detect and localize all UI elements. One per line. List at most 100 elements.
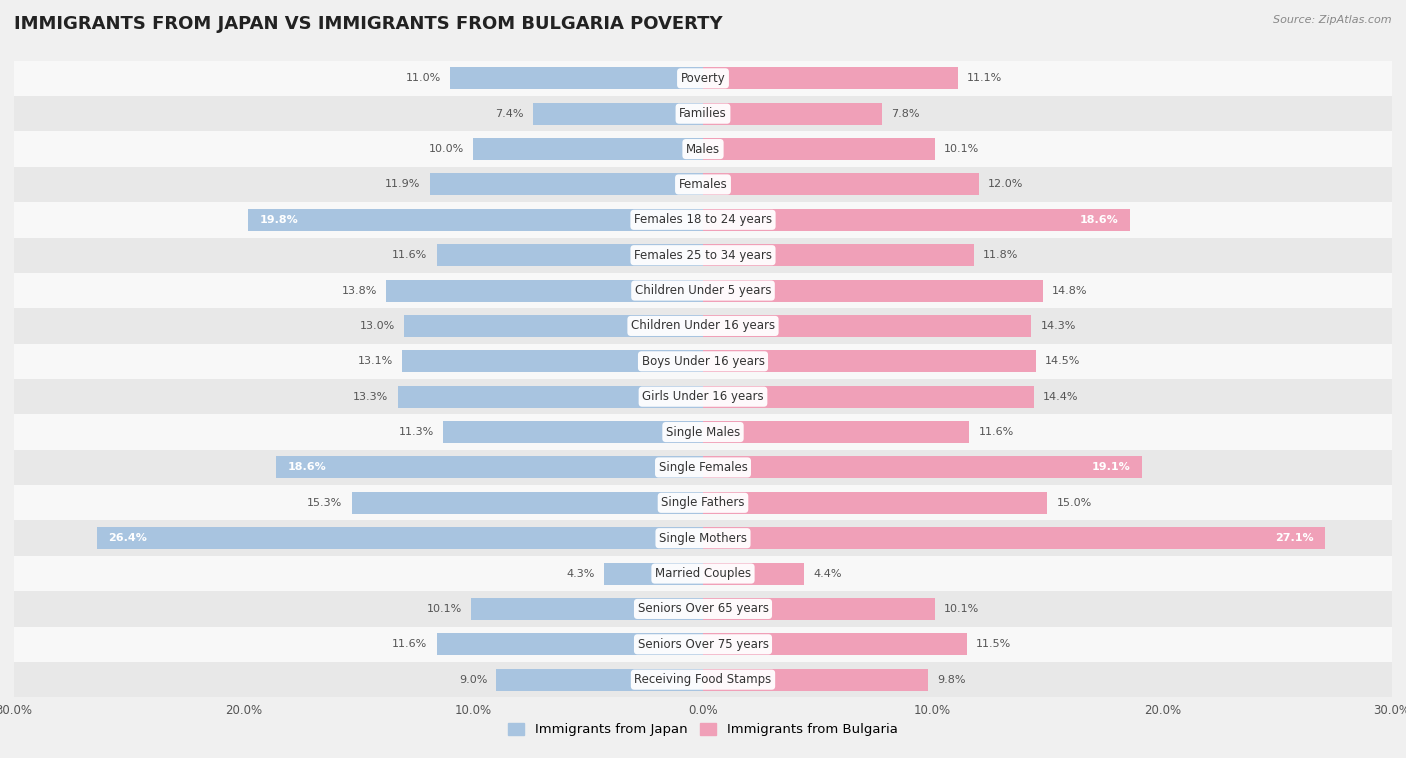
Text: 11.3%: 11.3% xyxy=(399,427,434,437)
Text: 13.1%: 13.1% xyxy=(357,356,392,366)
Bar xyxy=(703,492,1047,514)
Text: 11.6%: 11.6% xyxy=(392,250,427,260)
Text: Single Mothers: Single Mothers xyxy=(659,531,747,545)
Bar xyxy=(14,237,1392,273)
Bar xyxy=(437,244,703,266)
Text: 14.5%: 14.5% xyxy=(1045,356,1081,366)
Text: 4.3%: 4.3% xyxy=(567,568,595,578)
Bar xyxy=(276,456,703,478)
Text: 11.6%: 11.6% xyxy=(979,427,1014,437)
Text: Children Under 5 years: Children Under 5 years xyxy=(634,284,772,297)
Text: 14.8%: 14.8% xyxy=(1052,286,1088,296)
Bar xyxy=(14,309,1392,343)
Bar xyxy=(474,138,703,160)
Text: Boys Under 16 years: Boys Under 16 years xyxy=(641,355,765,368)
Bar xyxy=(14,662,1392,697)
Bar xyxy=(14,556,1392,591)
Text: 7.8%: 7.8% xyxy=(891,108,920,119)
Text: 13.3%: 13.3% xyxy=(353,392,388,402)
Text: 15.0%: 15.0% xyxy=(1057,498,1092,508)
Bar xyxy=(703,280,1043,302)
Text: Children Under 16 years: Children Under 16 years xyxy=(631,319,775,333)
Text: 13.0%: 13.0% xyxy=(360,321,395,331)
Text: 27.1%: 27.1% xyxy=(1275,533,1313,543)
Bar xyxy=(703,634,967,655)
Bar xyxy=(703,209,1130,230)
Bar xyxy=(14,415,1392,449)
Bar xyxy=(496,669,703,691)
Bar xyxy=(405,315,703,337)
Text: 11.1%: 11.1% xyxy=(967,74,1002,83)
Bar xyxy=(97,528,703,549)
Text: 11.0%: 11.0% xyxy=(406,74,441,83)
Bar xyxy=(443,421,703,443)
Text: Females 25 to 34 years: Females 25 to 34 years xyxy=(634,249,772,262)
Bar xyxy=(249,209,703,230)
Bar xyxy=(471,598,703,620)
Bar xyxy=(387,280,703,302)
Bar xyxy=(14,343,1392,379)
Bar xyxy=(14,273,1392,309)
Bar xyxy=(437,634,703,655)
Bar xyxy=(450,67,703,89)
Text: 14.3%: 14.3% xyxy=(1040,321,1076,331)
Text: 9.0%: 9.0% xyxy=(458,675,486,684)
Bar xyxy=(14,521,1392,556)
Text: 10.1%: 10.1% xyxy=(426,604,461,614)
Bar xyxy=(14,96,1392,131)
Bar xyxy=(14,61,1392,96)
Text: Source: ZipAtlas.com: Source: ZipAtlas.com xyxy=(1274,15,1392,25)
Bar xyxy=(430,174,703,196)
Bar xyxy=(703,386,1033,408)
Text: 19.8%: 19.8% xyxy=(260,215,298,225)
Text: 9.8%: 9.8% xyxy=(938,675,966,684)
Bar xyxy=(14,202,1392,237)
Legend: Immigrants from Japan, Immigrants from Bulgaria: Immigrants from Japan, Immigrants from B… xyxy=(503,718,903,741)
Bar xyxy=(14,485,1392,521)
Text: Females: Females xyxy=(679,178,727,191)
Bar xyxy=(703,67,957,89)
Bar xyxy=(14,167,1392,202)
Text: 11.6%: 11.6% xyxy=(392,639,427,650)
Bar xyxy=(14,627,1392,662)
Text: Single Males: Single Males xyxy=(666,425,740,439)
Text: Receiving Food Stamps: Receiving Food Stamps xyxy=(634,673,772,686)
Text: 4.4%: 4.4% xyxy=(813,568,842,578)
Bar xyxy=(14,591,1392,627)
Bar xyxy=(402,350,703,372)
Bar xyxy=(352,492,703,514)
Bar xyxy=(533,103,703,124)
Text: Girls Under 16 years: Girls Under 16 years xyxy=(643,390,763,403)
Bar xyxy=(14,379,1392,415)
Text: Families: Families xyxy=(679,107,727,121)
Text: 18.6%: 18.6% xyxy=(287,462,326,472)
Bar xyxy=(703,350,1036,372)
Text: IMMIGRANTS FROM JAPAN VS IMMIGRANTS FROM BULGARIA POVERTY: IMMIGRANTS FROM JAPAN VS IMMIGRANTS FROM… xyxy=(14,15,723,33)
Text: Poverty: Poverty xyxy=(681,72,725,85)
Bar xyxy=(703,562,804,584)
Text: 26.4%: 26.4% xyxy=(108,533,148,543)
Text: 11.8%: 11.8% xyxy=(983,250,1018,260)
Text: 19.1%: 19.1% xyxy=(1091,462,1130,472)
Bar xyxy=(14,131,1392,167)
Bar xyxy=(703,244,974,266)
Bar xyxy=(703,456,1142,478)
Text: Males: Males xyxy=(686,143,720,155)
Bar xyxy=(703,421,969,443)
Bar xyxy=(703,138,935,160)
Text: 13.8%: 13.8% xyxy=(342,286,377,296)
Text: 12.0%: 12.0% xyxy=(988,180,1024,190)
Text: Married Couples: Married Couples xyxy=(655,567,751,580)
Text: Single Fathers: Single Fathers xyxy=(661,496,745,509)
Text: Seniors Over 75 years: Seniors Over 75 years xyxy=(637,637,769,651)
Text: 18.6%: 18.6% xyxy=(1080,215,1119,225)
Text: 15.3%: 15.3% xyxy=(307,498,343,508)
Text: 11.5%: 11.5% xyxy=(976,639,1011,650)
Bar xyxy=(398,386,703,408)
Bar xyxy=(14,449,1392,485)
Text: Females 18 to 24 years: Females 18 to 24 years xyxy=(634,213,772,227)
Bar xyxy=(703,598,935,620)
Bar xyxy=(703,669,928,691)
Bar xyxy=(703,528,1326,549)
Bar xyxy=(605,562,703,584)
